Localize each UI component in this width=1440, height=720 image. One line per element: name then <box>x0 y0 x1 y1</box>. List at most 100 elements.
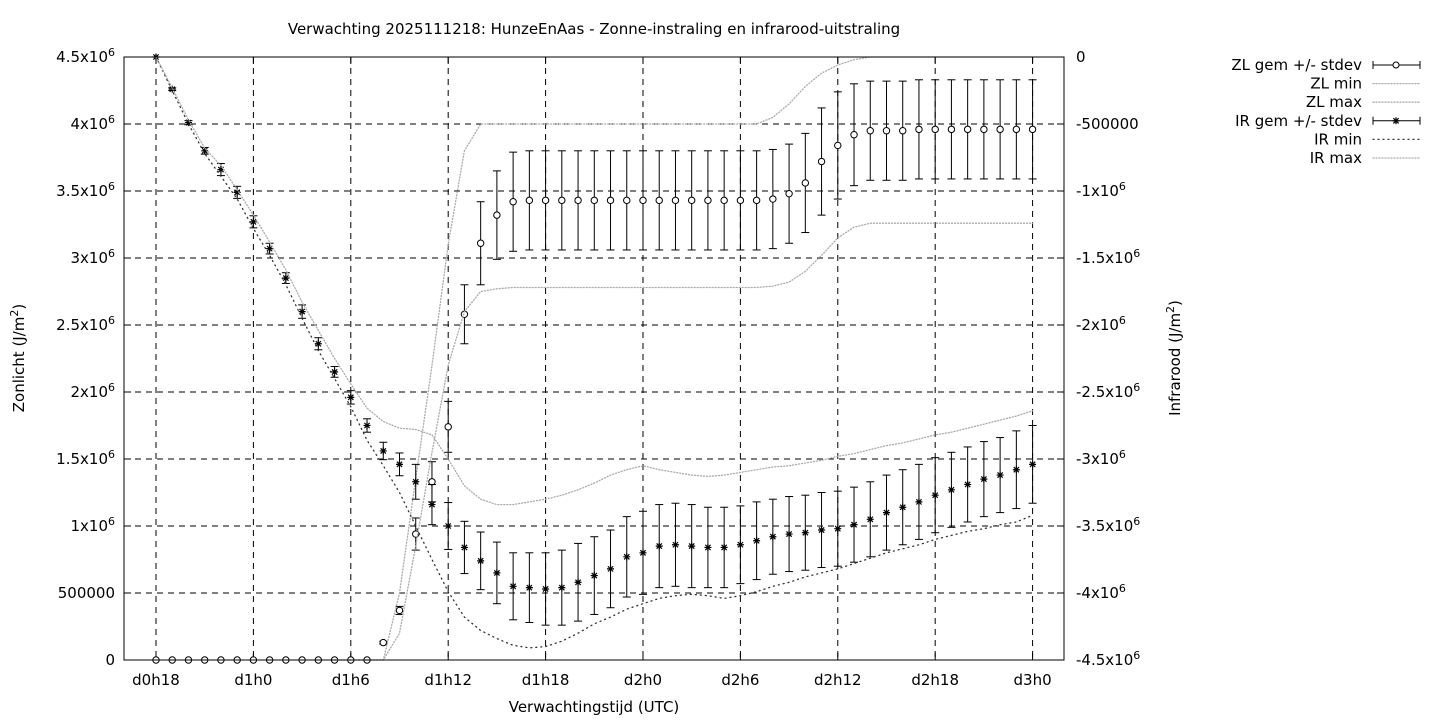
x-tick-label: d2h12 <box>814 671 862 689</box>
data-point <box>655 542 663 550</box>
data-point <box>671 196 680 205</box>
data-point <box>606 196 615 205</box>
legend-label: ZL gem +/- stdev <box>1231 56 1362 74</box>
data-point <box>493 569 501 577</box>
data-point <box>882 509 890 517</box>
data-point <box>444 423 452 431</box>
data-point <box>331 368 339 376</box>
y2-tick-label: -500000 <box>1076 115 1139 133</box>
data-point <box>818 526 826 534</box>
data-point <box>753 537 761 545</box>
legend-marker <box>1392 61 1400 69</box>
data-point <box>964 480 972 488</box>
data-point <box>980 125 988 134</box>
data-point <box>817 157 826 166</box>
data-point <box>639 549 647 557</box>
data-point <box>379 638 387 647</box>
data-point <box>899 127 907 135</box>
series-1 <box>333 222 1034 661</box>
y2-tick-label: -2.5x106 <box>1076 381 1140 401</box>
data-point <box>558 196 566 205</box>
data-point <box>184 119 192 127</box>
data-point <box>266 245 274 253</box>
data-point <box>850 131 858 139</box>
x-tick-label: d3h0 <box>1014 671 1052 689</box>
data-point <box>736 541 744 549</box>
y2-axis-label: Infrarood (J/m2) <box>1164 300 1184 416</box>
data-point <box>736 196 745 205</box>
data-point <box>1012 466 1020 474</box>
series-3 <box>152 53 1037 626</box>
y-tick-label: 1.5x106 <box>56 448 115 468</box>
data-point <box>947 125 956 134</box>
data-point <box>963 125 972 134</box>
y-tick-label: 3.5x106 <box>56 180 115 200</box>
data-point <box>590 196 598 205</box>
legend-label: ZL max <box>1306 93 1362 111</box>
series-2 <box>333 56 1034 661</box>
data-point <box>623 196 631 205</box>
data-point <box>607 565 615 573</box>
y2-tick-label: -4.5x106 <box>1076 649 1140 669</box>
y2-tick-label: -2x106 <box>1076 314 1126 334</box>
data-point <box>590 572 598 580</box>
y-tick-label: 3x106 <box>70 247 115 267</box>
data-point <box>752 196 761 205</box>
data-point <box>379 447 387 455</box>
data-point <box>542 585 550 593</box>
data-point <box>233 188 241 196</box>
data-point <box>801 529 809 537</box>
data-point <box>769 533 777 541</box>
data-point <box>996 471 1004 479</box>
chart-title: Verwachting 2025111218: HunzeEnAas - Zon… <box>288 20 900 38</box>
x-tick-label: d0h18 <box>132 671 180 689</box>
data-point <box>493 211 501 219</box>
legend-label: IR min <box>1314 130 1362 148</box>
data-point <box>347 393 355 401</box>
y-tick-label: 2.5x106 <box>56 314 115 334</box>
data-point <box>720 196 728 205</box>
data-point <box>882 127 891 135</box>
data-point <box>785 530 793 538</box>
y2-tick-label: -3x106 <box>1076 448 1126 468</box>
data-point <box>850 521 858 529</box>
data-point <box>899 503 907 511</box>
data-point <box>931 125 939 134</box>
axis-ticks: d0h18 d1h0 d1h6 d1h12 d1h18 d2h0 d2h6 d2h12 d2h1… <box>56 46 1140 689</box>
data-point <box>623 553 631 561</box>
x-tick-label: d2h6 <box>721 671 759 689</box>
y2-tick-label: 0 <box>1076 48 1086 66</box>
data-point <box>477 557 485 565</box>
data-point <box>201 147 209 155</box>
series-line <box>155 56 1034 506</box>
data-point <box>460 543 468 551</box>
data-point <box>866 515 874 523</box>
series-layer <box>152 53 1037 664</box>
x-tick-label: d1h18 <box>522 671 570 689</box>
y-axis-label: Zonlicht (J/m2) <box>8 304 28 413</box>
data-point <box>395 460 403 468</box>
data-point <box>834 525 842 533</box>
data-point <box>915 498 923 506</box>
y-tick-label: 2x106 <box>70 381 115 401</box>
data-point <box>704 543 712 551</box>
data-point <box>314 340 322 348</box>
y2-tick-label: -1x106 <box>1076 180 1126 200</box>
data-point <box>655 196 663 205</box>
y-tick-label: 4x106 <box>70 113 115 133</box>
data-point <box>363 422 371 429</box>
data-point <box>249 218 257 226</box>
data-point <box>688 542 696 550</box>
series-4 <box>155 56 1034 649</box>
y-tick-label: 0 <box>105 651 115 669</box>
data-point <box>915 125 923 134</box>
legend-label: IR max <box>1310 149 1362 167</box>
data-point <box>476 239 485 247</box>
data-point <box>996 125 1004 134</box>
data-point <box>866 127 874 135</box>
data-point <box>704 196 712 205</box>
y2-tick-label: -4x106 <box>1076 582 1126 602</box>
data-point <box>574 196 582 205</box>
